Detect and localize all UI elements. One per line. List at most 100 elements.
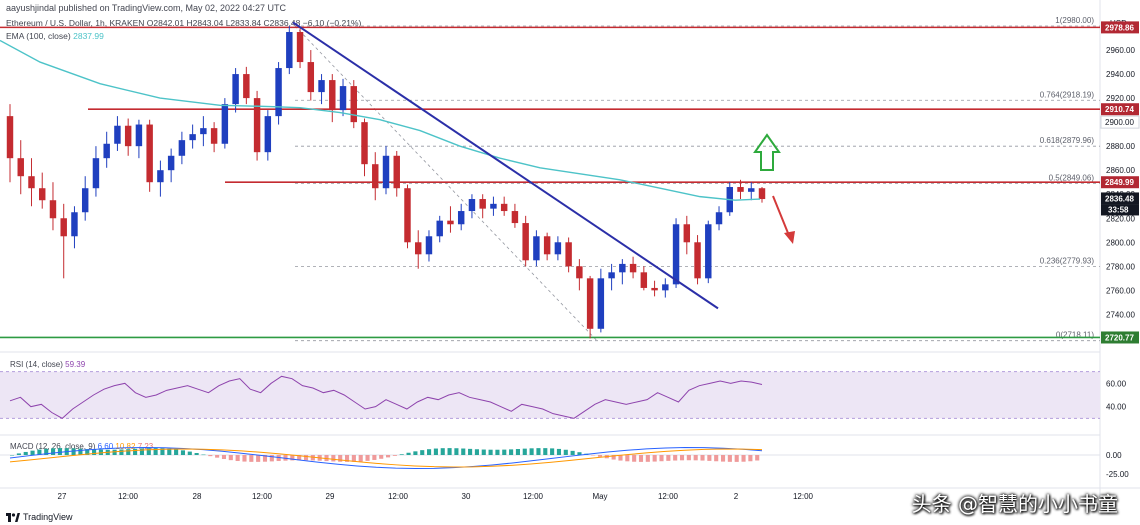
macd-histogram-bar [734,455,739,462]
macd-histogram-bar [632,455,637,462]
macd-histogram-bar [638,455,644,462]
price-tick-label: 2920.00 [1106,94,1135,103]
candle-body [382,155,390,189]
macd-signal-line [9,448,763,468]
candle-body [447,220,454,225]
price-tick-label: 2880.00 [1106,142,1135,151]
time-tick-label: 27 [58,492,67,501]
candle-body [210,128,218,144]
macd-histogram-bar [297,455,302,461]
candle-body [307,62,315,93]
time-tick-label: 12:00 [658,492,679,501]
candle-body [608,272,615,279]
macd-histogram-bar [262,455,268,462]
macd-histogram-bar [714,455,719,462]
macd-histogram-bar [563,449,568,455]
ema-line [0,39,761,201]
macd-histogram-bar [673,455,678,461]
candle-body [662,284,669,291]
time-tick-label: May [592,492,607,501]
macd-histogram-bar [283,455,288,461]
fib-level-label: 0.5(2849.06) [1049,173,1095,182]
price-tick-label: 2820.00 [1106,214,1135,223]
ema-legend: EMA (100, close) 2837.99 [6,31,104,41]
arrow-down-icon [772,195,791,239]
macd-histogram-bar [481,449,486,455]
macd-histogram-bar [427,449,432,455]
price-tag [1101,176,1139,189]
macd-histogram-bar [454,448,459,455]
time-tick-label: 12:00 [252,492,273,501]
candle-body [253,98,261,153]
price-tag-label: 2900.00 [1105,118,1134,127]
macd-histogram-bar [509,449,514,455]
candle-body [415,242,422,255]
macd-histogram-bar [440,448,445,455]
candle-body [264,116,272,153]
rsi-band [0,371,1100,419]
candle-body [350,86,357,123]
candle-body [436,220,443,237]
macd-label: MACD (12, 26, close, 9) [10,442,96,451]
macd-histogram-bar [194,453,199,455]
candle-body [565,242,572,267]
tradingview-brand[interactable]: TradingView [6,512,73,522]
candle-body [490,203,497,209]
macd-histogram-bar [611,455,616,460]
price-tag [1101,21,1139,34]
candle-body [533,236,540,261]
macd-histogram-bar [44,448,49,455]
macd-histogram-bar [235,455,240,462]
candle-body [748,188,755,192]
candle-body [468,199,476,212]
macd-histogram-bar [57,448,62,455]
macd-histogram-bar [112,449,117,455]
candle-body [135,124,143,147]
macd-value-1: 6.60 [97,442,114,451]
tradingview-logo-icon [6,512,20,522]
arrow-up-shape [753,133,781,171]
price-tag [1101,331,1139,344]
macd-histogram-bar [331,455,336,462]
macd-histogram-bar [550,448,555,455]
macd-histogram-bar [666,455,671,461]
macd-histogram-bar [126,449,131,455]
macd-histogram-bar [433,448,438,455]
macd-histogram-bar [133,448,138,455]
macd-histogram-bar [344,455,350,462]
candle-body [6,116,14,159]
macd-histogram-bar [693,455,698,461]
macd-histogram-bar [221,455,227,460]
time-tick-label: 12:00 [118,492,139,501]
rsi-tick-label: 40.00 [1106,403,1127,412]
symbol-info: Ethereum / U.S. Dollar, 1h, KRAKEN O2842… [6,18,362,28]
macd-histogram-bar [23,451,28,455]
macd-histogram-bar [303,455,309,461]
macd-histogram-bar [686,455,691,461]
macd-histogram-bar [570,450,575,455]
macd-histogram-bar [597,455,603,457]
brand-name: TradingView [23,512,73,522]
price-tick-label: 2800.00 [1106,238,1135,247]
macd-histogram-bar [208,455,213,457]
candle-body [404,188,411,243]
time-tick-label: 12:00 [523,492,544,501]
price-tick-label: 2740.00 [1106,310,1135,319]
macd-histogram-bar [160,448,165,455]
macd-histogram-bar [153,448,158,455]
candle-body [393,155,400,189]
macd-histogram-bar [707,455,712,461]
time-tick-label: 2 [734,492,739,501]
candle-body [318,80,325,93]
candle-body [114,125,121,144]
macd-histogram-bar [92,449,97,455]
candle-body [672,224,680,285]
macd-histogram-bar [78,448,83,455]
candle-body [146,124,153,183]
macd-histogram-bar [577,452,582,455]
macd-histogram-bar [543,448,548,455]
candle-body [640,272,648,288]
macd-histogram-bar [522,448,527,455]
ema-label: EMA (100, close) [6,31,71,41]
